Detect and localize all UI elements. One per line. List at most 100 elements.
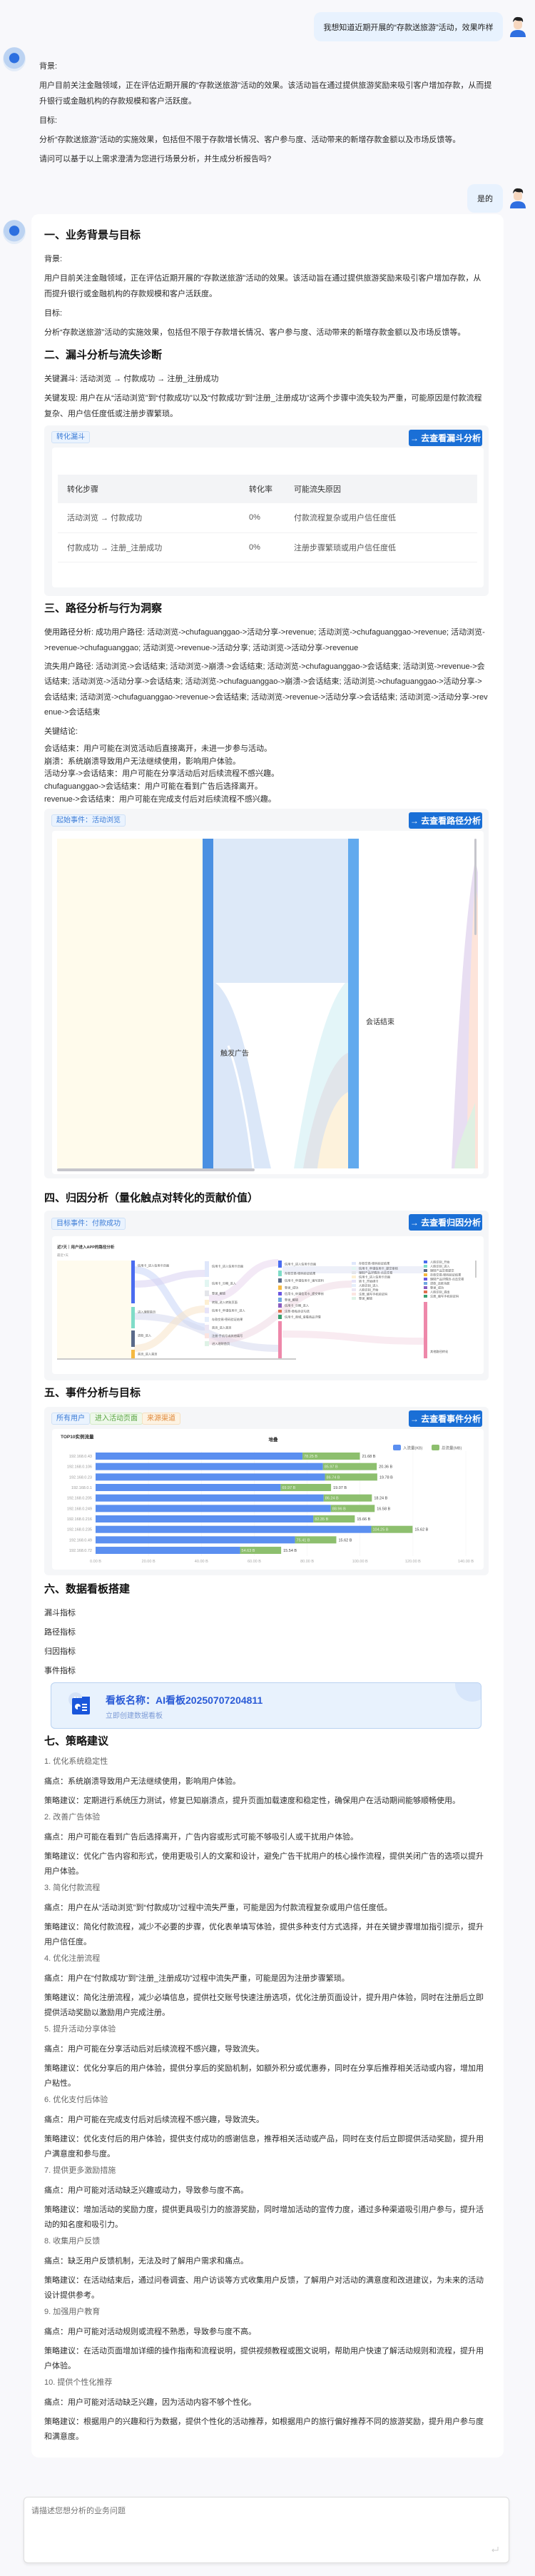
bar-segment[interactable]: [325, 1473, 377, 1481]
bar-segment[interactable]: [96, 1525, 372, 1533]
vertical-scrollbar[interactable]: [474, 839, 477, 936]
y-category-label: 192.168.0.249: [67, 1507, 92, 1512]
attribution-node: [278, 1286, 282, 1290]
bar-segment[interactable]: [323, 1494, 372, 1502]
section-heading: 一、业务背景与目标: [44, 229, 141, 241]
node-label: 人脸识别_进入: [430, 1264, 450, 1269]
bar-segment[interactable]: [96, 1463, 323, 1470]
y-category-label: 192.168.0.235: [67, 1528, 92, 1532]
bar-segment[interactable]: [280, 1484, 332, 1492]
assistant-avatar-icon: [3, 47, 26, 71]
strategy-pain-point: 痛点：系统崩溃导致用户无法继续使用，影响用户体验。: [44, 1777, 240, 1787]
bar-value-label: 15.62 B: [414, 1528, 428, 1532]
enter-icon[interactable]: [491, 2546, 499, 2553]
bar-segment[interactable]: [322, 1463, 377, 1470]
node-label: 存款交易-密码验证结果: [285, 1271, 316, 1276]
vertical-scrollbar[interactable]: [475, 1261, 477, 1278]
node-label: 存款交易-密码验证结果: [430, 1273, 462, 1278]
question-input[interactable]: [30, 2503, 486, 2553]
attribution-sankey-chart: 近7天｜用户进入APP的路径分析 最近7天 信用卡_进入信用卡页面进入理财首页贷…: [57, 1244, 477, 1360]
create-dashboard-link[interactable]: 立即创建数据看板: [106, 1712, 163, 1721]
strategy-title: 4. 优化注册流程: [44, 1954, 101, 1964]
attribution-node: [352, 1284, 356, 1288]
attribution-node: [205, 1317, 209, 1323]
bar-segment[interactable]: [96, 1515, 314, 1523]
x-tick-label: 0.00 B: [90, 1560, 101, 1564]
attribution-node: [205, 1261, 209, 1278]
filter-tag-channel: 来源渠道: [142, 1413, 180, 1425]
column-header: 转化步骤: [58, 475, 248, 503]
table-row: 付款成功 → 注册_注册成功 0% 注册步骤繁琐或用户信任度低: [58, 532, 477, 562]
bar-segment[interactable]: [371, 1525, 413, 1533]
bar-segment[interactable]: [330, 1505, 375, 1512]
view-attribution-analysis-button[interactable]: → 去查看归因分析: [409, 1214, 482, 1231]
attribution-node: [278, 1292, 282, 1296]
dashboard-card[interactable]: AI 看板名称：AI看板20250707204811 立即创建数据看板: [51, 1682, 482, 1729]
node-label: 信用卡_申请信用卡_填写资料: [285, 1278, 325, 1283]
strategy-advice: 策略建议：根据用户的兴趣和行为数据，提供个性化的活动推荐，如根据用户的旅行偏好推…: [44, 2418, 484, 2442]
node-label: 转账_进入转账页面: [212, 1300, 238, 1305]
path-chart-panel: 触发广告 会话结束: [52, 831, 484, 1175]
funnel-table-panel: 转化步骤 转化率 可能流失原因 活动浏览 → 付款成功 0% 付款流程复杂或用户…: [52, 448, 484, 587]
attribution-node: [278, 1271, 282, 1277]
bar-inner-label: 85.97 B: [325, 1465, 338, 1470]
bar-segment[interactable]: [96, 1453, 303, 1460]
attribution-node: [205, 1325, 209, 1331]
node-label: 理财产品交易提交: [430, 1268, 454, 1273]
node-label: 注册_填写手机验证码: [359, 1292, 387, 1297]
reason-cell: 付款流程复杂或用户信任度低: [293, 503, 477, 533]
node-label: 其他路径转化: [430, 1349, 449, 1354]
bar-segment[interactable]: [96, 1484, 281, 1492]
funnel-table: 转化步骤 转化率 可能流失原因 活动浏览 → 付款成功 0% 付款流程复杂或用户…: [58, 475, 477, 562]
bar-inner-label: 86.24 B: [325, 1497, 339, 1501]
bar-segment[interactable]: [96, 1494, 324, 1502]
node-label: 信用卡_申请信用卡_进入: [212, 1308, 245, 1313]
bar-segment[interactable]: [96, 1505, 331, 1512]
question-input-box[interactable]: [24, 2497, 509, 2563]
x-tick-label: 80.00 B: [300, 1560, 314, 1564]
attribution-card: 目标事件：付款成功 → 去查看归因分析 近7天｜用户进入APP的路径分析 最近7…: [44, 1211, 489, 1381]
user-message: 是的: [467, 184, 503, 213]
funnel-card: 转化漏斗 → 去查看漏斗分析 转化步骤 转化率 可能流失原因 活动浏览 → 付款…: [44, 425, 489, 596]
user-message: 我想知道近期开展的“存款送旅游”活动，效果咋样: [314, 12, 503, 41]
dashboard-item: 归因指标: [44, 1647, 76, 1657]
chart-title: TOP10实例流量: [61, 1433, 94, 1440]
bar-segment[interactable]: [240, 1547, 282, 1555]
event-card: 所有用户 进入活动页面 来源渠道 → 去查看事件分析 TOP10实例流量 堆叠 入流…: [44, 1407, 489, 1576]
attribution-node: [131, 1307, 135, 1329]
attribution-node: [424, 1302, 427, 1359]
bar-segment[interactable]: [96, 1536, 295, 1544]
view-funnel-analysis-button[interactable]: → 去查看漏斗分析: [409, 430, 482, 446]
node-label: 理财产品详情页-点击交易: [359, 1271, 392, 1276]
flow-band: [317, 1092, 348, 1169]
bar-segment[interactable]: [96, 1547, 240, 1555]
node-label: 人脸识别_进入: [359, 1283, 379, 1288]
assistant-avatar-icon: [3, 220, 26, 244]
strategy-pain-point: 痛点：用户可能在看到广告后选择离开，广告内容或形式可能不够吸引人或干扰用户体验。: [44, 1833, 358, 1842]
strategy-advice: 策略建议：在活动页面增加详细的操作指南和流程说明，提供视频教程或图文说明，帮助用…: [44, 2347, 484, 2371]
attribution-node: [278, 1303, 282, 1308]
reason-cell: 注册步骤繁琐或用户信任度低: [293, 532, 477, 562]
bar-segment[interactable]: [302, 1453, 360, 1460]
node-label: 注册_填写手机验证码: [430, 1294, 459, 1299]
node-label: 信用卡_分期_进入: [285, 1303, 310, 1308]
strategy-advice: 策略建议：定期进行系统压力测试，修复已知崩溃点，提升页面加载速度和稳定性，确保用…: [44, 1797, 460, 1806]
node-label: 登录_成功: [285, 1286, 298, 1290]
horizontal-scrollbar[interactable]: [57, 1168, 255, 1172]
conclusion-item: chufaguanggao->会话结束：用户可能在看到广告后选择离开。: [44, 782, 263, 791]
view-event-analysis-button[interactable]: → 去查看事件分析: [409, 1410, 482, 1428]
bar-segment[interactable]: [313, 1515, 355, 1523]
view-path-analysis-button[interactable]: → 去查看路径分析: [409, 812, 482, 829]
attribution-node: [278, 1298, 282, 1303]
bar-segment[interactable]: [295, 1536, 337, 1544]
rate-cell: 0%: [248, 503, 293, 533]
horizontal-scrollbar[interactable]: [57, 1358, 296, 1360]
strategy-title: 5. 提升活动分享体验: [44, 2025, 116, 2034]
bar-segment[interactable]: [96, 1473, 325, 1481]
node-label: 登录_解锁: [212, 1291, 226, 1296]
node-label: 进入理财首页: [212, 1341, 230, 1346]
bar-inner-label: 54.63 B: [242, 1549, 255, 1553]
bar-value-label: 20.36 B: [379, 1465, 392, 1470]
attribution-node: [205, 1290, 209, 1297]
